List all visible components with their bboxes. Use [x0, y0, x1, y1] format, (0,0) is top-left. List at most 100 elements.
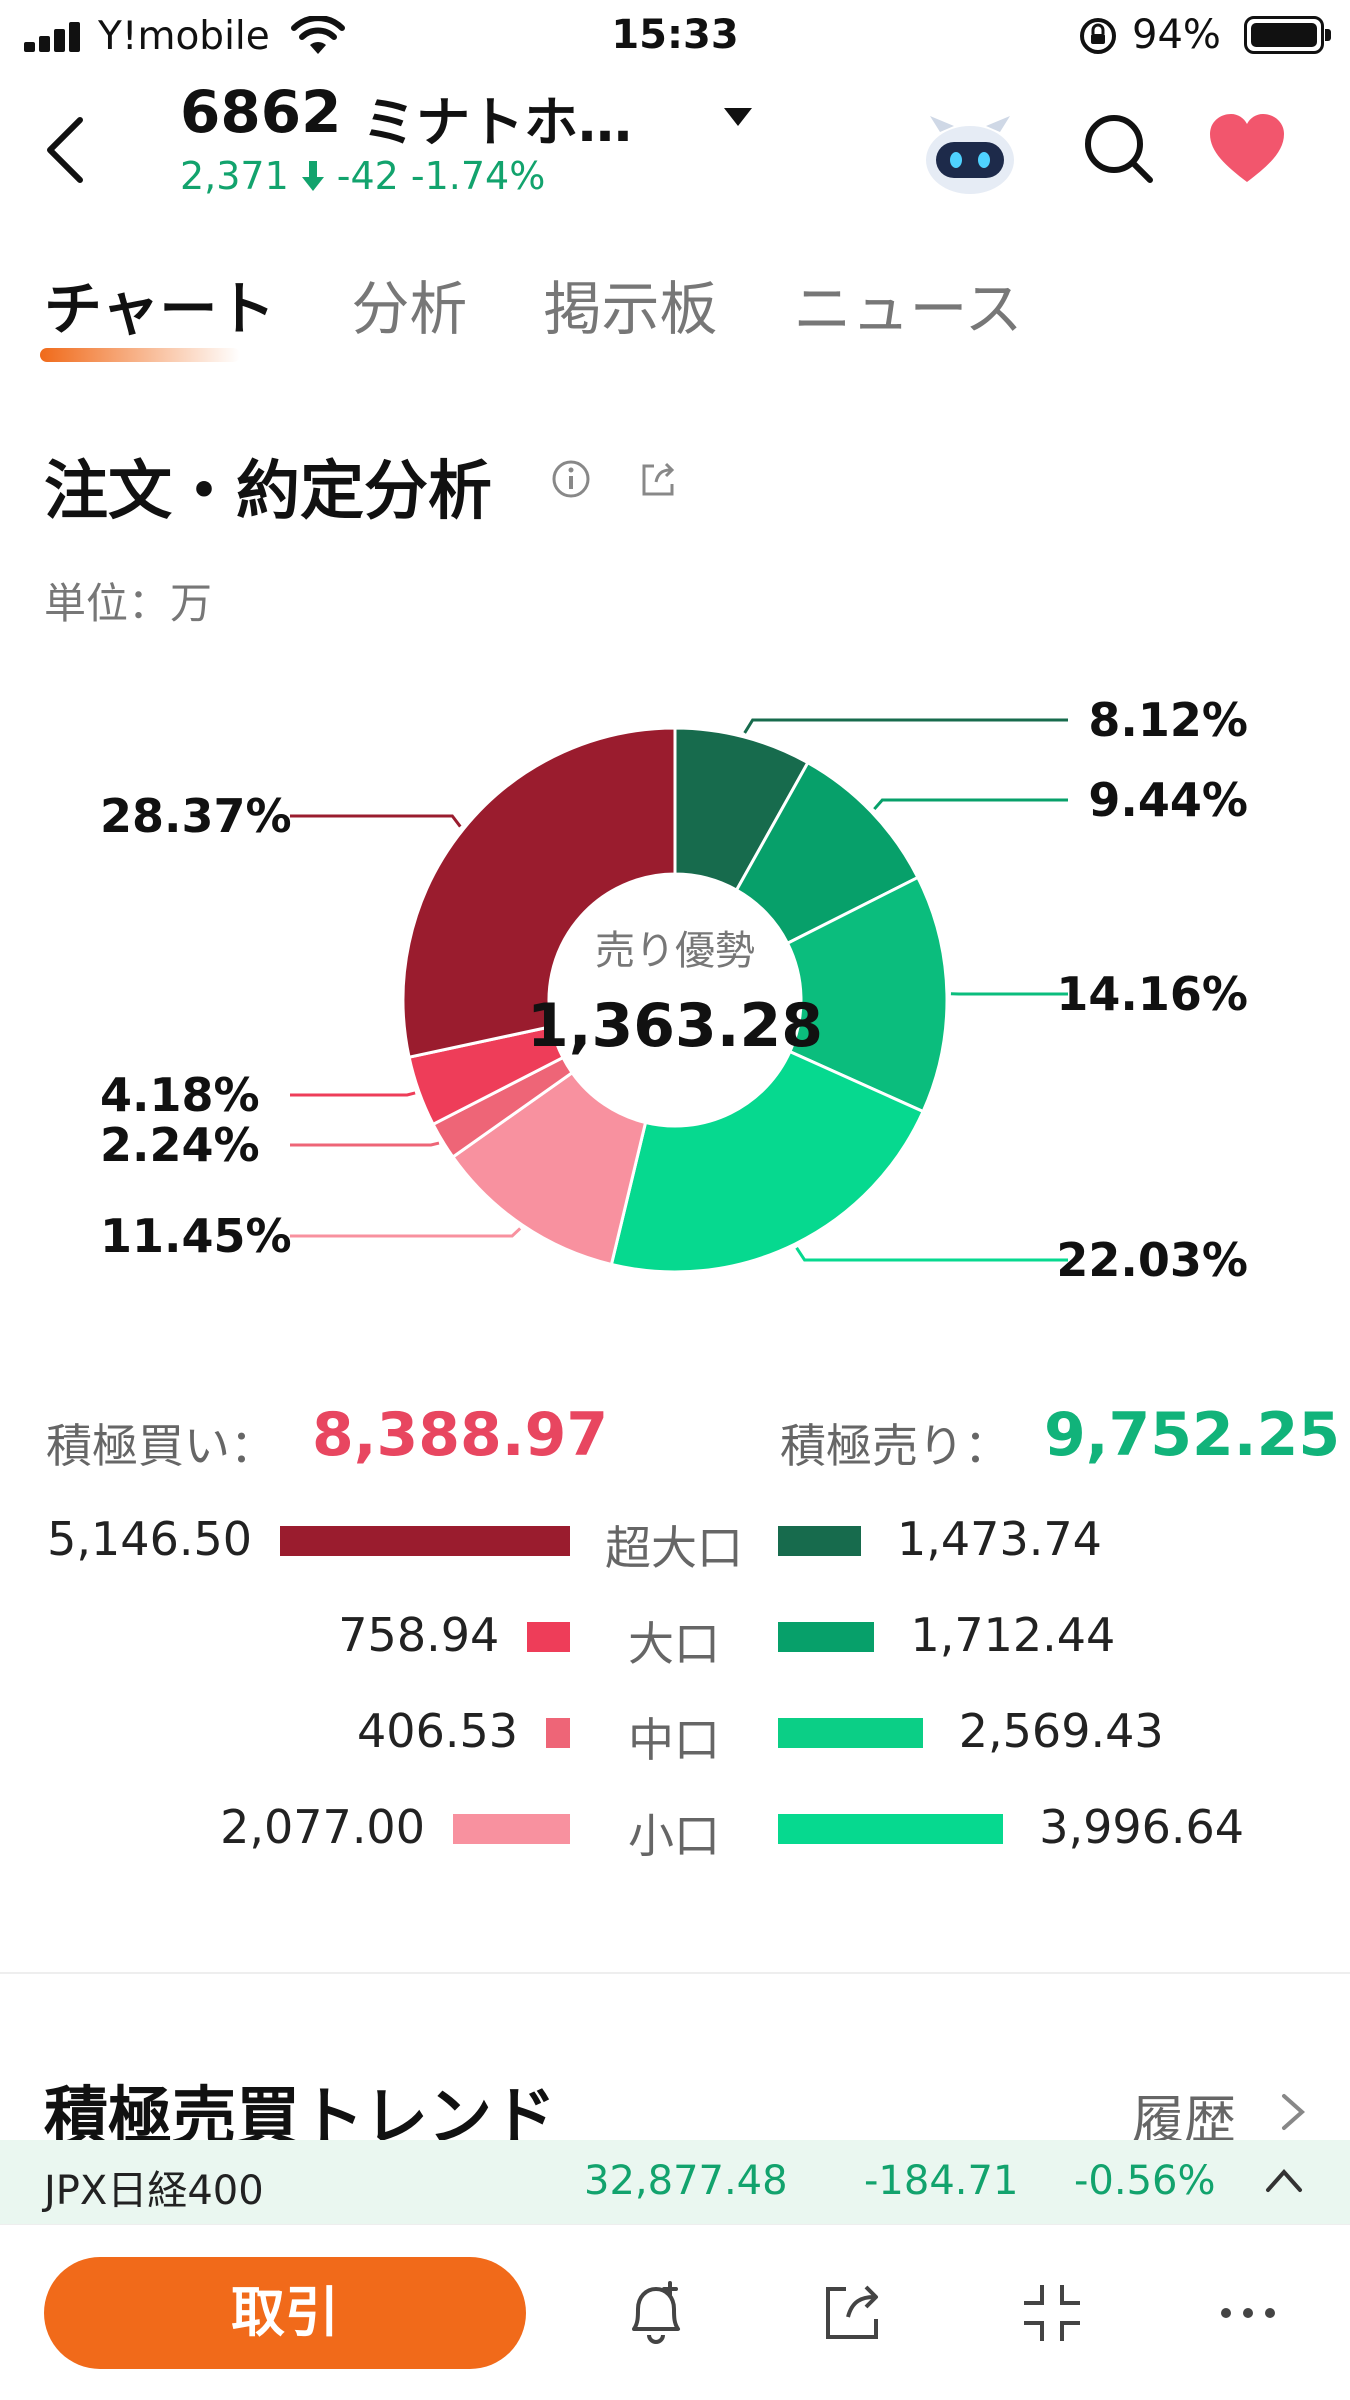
- donut-leader-line: [290, 1141, 440, 1147]
- donut-slice-label: 8.12%: [1088, 693, 1248, 747]
- bottom-action-bar: 取引: [0, 2224, 1350, 2400]
- donut-leader-line: [873, 798, 1068, 811]
- index-change: -184.71: [864, 2158, 1019, 2204]
- donut-slice-label: 11.45%: [100, 1209, 292, 1263]
- sell-value: 3,996.64: [1039, 1800, 1245, 1854]
- stock-name[interactable]: ミナトホ…: [362, 91, 632, 154]
- chevron-right-icon[interactable]: [1280, 2092, 1306, 2132]
- donut-slice-label: 2.24%: [100, 1118, 260, 1172]
- index-change-pct: -0.56%: [1074, 2158, 1216, 2204]
- sell-bar: [778, 1718, 923, 1748]
- buy-value: 2,077.00: [220, 1800, 425, 1854]
- donut-center-value: 1,363.28: [527, 991, 823, 1061]
- stock-header: 6862 ミナトホ… 2,371 -42 -1.74%: [0, 72, 1350, 222]
- donut-slice-sell-3[interactable]: [785, 875, 949, 1114]
- buy-bar: [546, 1718, 570, 1748]
- search-icon[interactable]: [1080, 110, 1156, 186]
- order-size-category: 小口: [628, 1809, 720, 1863]
- breakdown-row: 758.94 大口 1,712.44: [0, 1586, 1350, 1682]
- tab-label: ニュース: [793, 275, 1023, 343]
- stock-change: -42: [336, 154, 399, 198]
- sell-value: 2,569.43: [958, 1704, 1164, 1758]
- stock-price: 2,371: [180, 154, 289, 198]
- tab-news[interactable]: ニュース: [793, 262, 1022, 352]
- info-icon[interactable]: [550, 458, 592, 500]
- donut-leader-line: [743, 718, 1068, 734]
- tab-board[interactable]: 掲示板: [543, 262, 717, 352]
- buy-value: 5,146.50: [47, 1512, 252, 1566]
- donut-leader-line: [290, 1091, 416, 1097]
- order-size-category: 超大口: [605, 1521, 743, 1575]
- stock-code[interactable]: 6862: [180, 78, 342, 146]
- ai-assistant-robot-icon[interactable]: [920, 108, 1020, 198]
- more-icon[interactable]: [1208, 2273, 1288, 2353]
- donut-leader-line: [795, 1246, 1068, 1262]
- order-size-breakdown: 5,146.50 超大口 1,473.74 758.94 大口 1,712.44 406.5…: [0, 1490, 1350, 1890]
- cellular-signal-icon: [24, 22, 84, 52]
- sell-total-label: 積極売り：: [780, 1419, 1010, 1473]
- tab-chart[interactable]: チャート: [40, 262, 276, 362]
- sell-bar: [778, 1622, 875, 1652]
- battery-percent: 94%: [1132, 12, 1221, 58]
- tab-label: 掲示板: [543, 275, 718, 343]
- rotation-lock-icon: [1080, 18, 1116, 54]
- buy-bar: [527, 1622, 570, 1652]
- alert-bell-icon[interactable]: [616, 2273, 696, 2353]
- buy-value: 406.53: [357, 1704, 518, 1758]
- section-title: 注文・約定分析: [44, 455, 492, 529]
- buy-total-label: 積極買い：: [46, 1419, 276, 1473]
- back-icon[interactable]: [36, 110, 96, 190]
- share-icon[interactable]: [812, 2273, 892, 2353]
- share-icon[interactable]: [636, 458, 678, 500]
- unit-label: 単位：万: [44, 579, 213, 628]
- order-size-category: 大口: [628, 1617, 720, 1671]
- arrow-down-icon: [301, 161, 324, 191]
- donut-slice-label: 4.18%: [100, 1068, 260, 1122]
- donut-slice-buy-8[interactable]: [401, 726, 677, 1059]
- sell-bar: [778, 1526, 862, 1556]
- buy-bar: [280, 1526, 570, 1556]
- status-bar: Y!mobile 15:33 94%: [0, 0, 1350, 72]
- active-tab-indicator: [40, 348, 240, 362]
- donut-slice-sell-4[interactable]: [609, 1049, 926, 1274]
- donut-slice-buy-5[interactable]: [450, 1070, 648, 1267]
- wifi-icon: [291, 16, 345, 54]
- carrier-name: Y!mobile: [98, 14, 270, 59]
- donut-slice-label: 22.03%: [1056, 1233, 1248, 1287]
- sell-value: 1,473.74: [897, 1512, 1102, 1566]
- buy-value: 758.94: [338, 1608, 500, 1662]
- tab-analysis[interactable]: 分析: [351, 262, 467, 352]
- section-divider: [0, 1972, 1350, 1974]
- chevron-up-icon[interactable]: [1264, 2166, 1304, 2196]
- tab-bar: チャート 分析 掲示板 ニュース: [40, 262, 1023, 362]
- donut-leader-line: [290, 814, 462, 828]
- order-size-category: 中口: [628, 1713, 720, 1767]
- breakdown-row: 5,146.50 超大口 1,473.74: [0, 1490, 1350, 1586]
- order-analysis-donut-chart: 8.12% 9.44% 14.16% 22.03% 11.45% 2.24% 4.18% 28…: [0, 640, 1350, 1320]
- collapse-icon[interactable]: [1012, 2273, 1092, 2353]
- donut-slice-label: 9.44%: [1088, 773, 1248, 827]
- clock: 15:33: [611, 12, 739, 58]
- breakdown-row: 2,077.00 小口 3,996.64: [0, 1778, 1350, 1874]
- donut-slice-label: 14.16%: [1056, 967, 1248, 1021]
- sell-total-value: 9,752.25: [1044, 1400, 1341, 1470]
- buy-total-value: 8,388.97: [312, 1400, 609, 1470]
- stock-change-pct: -1.74%: [410, 154, 546, 198]
- donut-leader-line: [290, 1227, 522, 1238]
- buy-bar: [452, 1814, 570, 1844]
- sell-value: 1,712.44: [910, 1608, 1116, 1662]
- caret-down-icon[interactable]: [720, 102, 756, 132]
- stock-quote: 2,371 -42 -1.74%: [180, 154, 545, 198]
- favorite-heart-icon[interactable]: [1206, 112, 1288, 186]
- battery-icon: [1244, 16, 1331, 54]
- index-price: 32,877.48: [584, 2158, 788, 2204]
- donut-slice-label: 28.37%: [100, 789, 292, 843]
- breakdown-row: 406.53 中口 2,569.43: [0, 1682, 1350, 1778]
- tab-label: 分析: [351, 275, 468, 343]
- trade-button[interactable]: 取引: [44, 2257, 526, 2369]
- sell-bar: [778, 1814, 1004, 1844]
- tab-label: チャート: [44, 275, 276, 343]
- index-ticker[interactable]: JPX日経400 32,877.48 -184.71 -0.56%: [0, 2140, 1350, 2224]
- donut-svg: 8.12% 9.44% 14.16% 22.03% 11.45% 2.24%4.18% 28…: [100, 693, 1248, 1287]
- donut-center-label: 売り優勢: [595, 928, 755, 974]
